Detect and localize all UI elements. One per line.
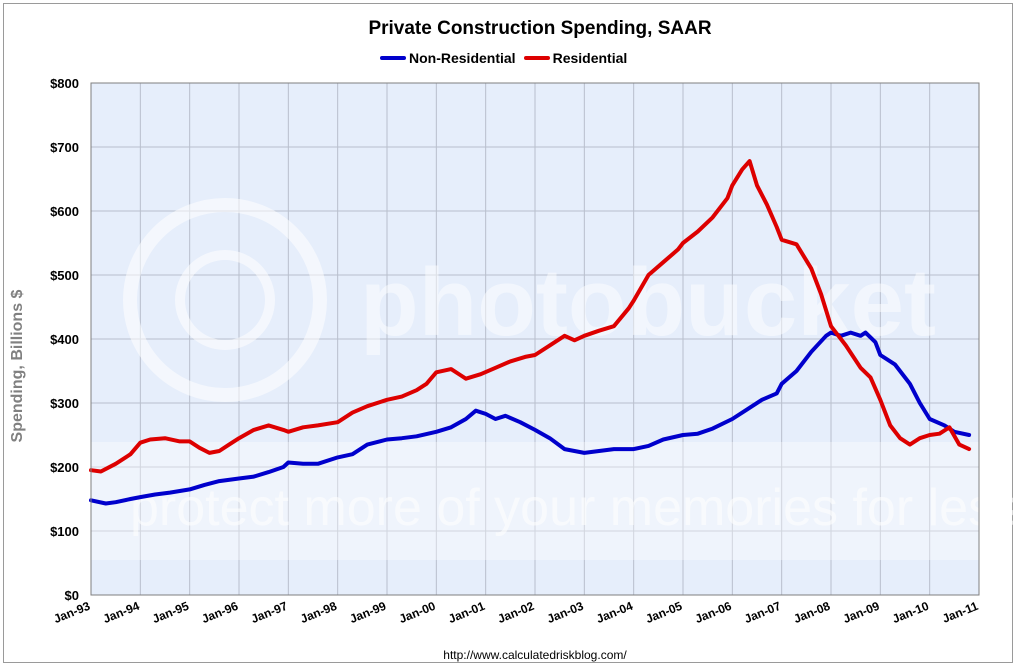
legend-item-residential: Residential (523, 50, 628, 66)
y-tick-label: $700 (50, 140, 79, 155)
legend-label-non-residential: Non-Residential (409, 50, 516, 66)
x-tick-label: Jan-97 (249, 599, 290, 626)
x-tick-label: Jan-98 (298, 599, 339, 626)
legend-label-residential: Residential (552, 50, 628, 66)
x-tick-label: Jan-03 (545, 599, 586, 626)
x-tick-label: Jan-07 (742, 599, 783, 626)
legend-item-non-residential: Non-Residential (380, 50, 516, 66)
y-tick-label: $0 (65, 588, 79, 603)
legend: Non-Residential Residential (380, 50, 635, 66)
x-tick-label: Jan-01 (446, 599, 487, 626)
y-tick-label: $200 (50, 460, 79, 475)
y-tick-label: $100 (50, 524, 79, 539)
x-tick-label: Jan-04 (594, 599, 635, 626)
watermark-text: photobucket (360, 249, 936, 356)
watermark-band (91, 442, 979, 560)
x-tick-label: Jan-02 (496, 599, 537, 626)
x-tick-label: Jan-96 (200, 599, 241, 626)
x-tick-label: Jan-94 (101, 599, 142, 626)
x-tick-label: Jan-99 (348, 599, 389, 626)
x-tick-label: Jan-95 (150, 599, 191, 626)
source-url: http://www.calculatedriskblog.com/ (443, 648, 627, 662)
watermark-logo-ring (123, 198, 327, 402)
x-tick-label: Jan-08 (792, 599, 833, 626)
watermark-tagline: protect more of your memories for less! (130, 479, 1018, 537)
watermark-logo-inner-ring (175, 250, 275, 350)
y-tick-label: $800 (50, 76, 79, 91)
x-tick-label: Jan-05 (644, 599, 685, 626)
x-tick-label: Jan-09 (841, 599, 882, 626)
legend-swatch-residential (523, 56, 550, 60)
series-line-non-residential (89, 330, 972, 506)
y-tick-label: $600 (50, 204, 79, 219)
x-tick-label: Jan-10 (890, 599, 931, 626)
plot-border (90, 82, 980, 596)
y-tick-label: $300 (50, 396, 79, 411)
legend-swatch-non-residential (380, 56, 406, 60)
x-tick-label: Jan-06 (693, 599, 734, 626)
x-tick-label: Jan-00 (397, 599, 438, 626)
x-tick-label: Jan-11 (940, 599, 980, 626)
y-tick-label: $500 (50, 268, 79, 283)
y-tick-label: $400 (50, 332, 79, 347)
chart-title: Private Construction Spending, SAAR (368, 18, 712, 39)
series-line-residential (89, 159, 972, 474)
